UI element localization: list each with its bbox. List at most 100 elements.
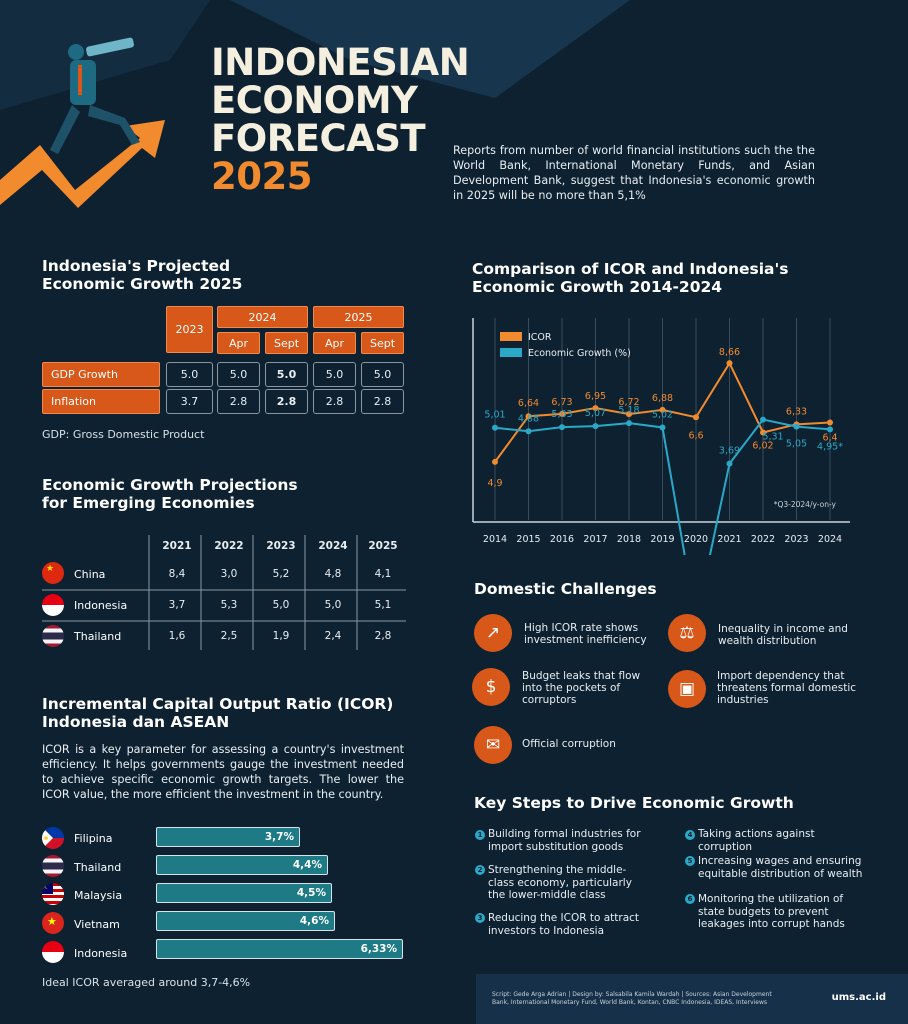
icor-point <box>693 414 699 421</box>
row-label-inflation: Inflation <box>42 389 160 414</box>
gdp-apr-2025: 5.0 <box>313 362 356 387</box>
icor-data-label: 6,88 <box>652 393 673 404</box>
growth-point <box>827 426 833 433</box>
growth-point <box>492 424 498 431</box>
table-cell: 1,6 <box>168 630 186 642</box>
x-tick-label: 2016 <box>550 534 574 545</box>
x-tick-label: 2024 <box>818 534 842 545</box>
icor-data-label: 6,6 <box>688 430 703 441</box>
table-cell: 2,8 <box>374 630 392 642</box>
challenges-title: Domestic Challenges <box>474 580 657 598</box>
growth-data-label: 5,01 <box>484 410 505 421</box>
x-tick-label: 2017 <box>583 534 607 545</box>
icor-asean-title: Incremental Capital Output Ratio (ICOR) … <box>42 695 393 731</box>
icor-title-line-1: Incremental Capital Output Ratio (ICOR) <box>42 695 394 713</box>
step-text: Taking actions against corruption <box>698 828 815 853</box>
legend-swatch <box>500 348 522 357</box>
growth-data-label: 5,31 <box>762 432 783 443</box>
table-cell: 3,0 <box>220 568 238 580</box>
philippines-flag <box>42 827 64 849</box>
x-tick-label: 2022 <box>751 534 775 545</box>
legend-label: Economic Growth (%) <box>528 348 631 359</box>
challenge-text: Inequality in income and wealth distribu… <box>718 623 848 647</box>
icor-title-line-2: Indonesia dan ASEAN <box>42 713 230 731</box>
gdp-note: GDP: Gross Domestic Product <box>42 428 205 441</box>
year-header-2023: 2023 <box>266 540 296 552</box>
step-number: 6 <box>685 894 695 904</box>
growth-point <box>793 423 800 430</box>
main-title: INDONESIAN ECONOMY FORECAST 2025 <box>211 44 470 196</box>
gdp-2023: 5.0 <box>166 362 213 387</box>
thailand-flag <box>42 855 64 877</box>
emerging-title-line-1: Economic Growth Projections <box>42 476 298 494</box>
scale-icon: ⚖ <box>668 614 706 652</box>
icor-data-label: 6,4 <box>822 433 837 444</box>
icor-point <box>525 413 532 420</box>
bar-category: Indonesia <box>74 947 128 960</box>
icor-bar <box>156 855 328 875</box>
header-2025: 2025 <box>313 306 404 328</box>
country-china: China <box>74 568 106 581</box>
challenge-text: High ICOR rate shows investment ineffici… <box>524 622 647 646</box>
projected-title-line-1: Indonesia's Projected <box>42 257 231 275</box>
icor-bar-label: 3,7% <box>264 831 294 843</box>
gdp-sept-2025: 5.0 <box>361 362 404 387</box>
chart-title-line-1: Comparison of ICOR and Indonesia's <box>472 260 789 278</box>
thailand-flag <box>42 625 64 647</box>
sub-header-sept-2024: Sept <box>265 332 308 354</box>
table-cell: 3,7 <box>168 599 186 611</box>
icor-data-label: 6,72 <box>618 397 639 408</box>
title-line-2: ECONOMY <box>211 79 418 122</box>
table-cell: 1,9 <box>272 630 290 642</box>
icor-data-label: 6,33 <box>786 406 807 417</box>
table-cell: 5,0 <box>324 599 342 611</box>
emerging-title: Economic Growth Projections for Emerging… <box>42 476 298 512</box>
gdp-sept-2024: 5.0 <box>265 362 308 387</box>
growth-point <box>659 424 666 431</box>
box-icon: ▣ <box>668 670 706 708</box>
growth-point <box>559 424 565 431</box>
growth-data-label: 4,88 <box>518 413 539 424</box>
header-background <box>0 0 630 110</box>
icor-bar-label: 4,6% <box>299 915 329 927</box>
table-cell: 5,2 <box>272 568 290 580</box>
footer-site-link[interactable]: ums.ac.id <box>831 992 886 1003</box>
icor-point <box>659 406 666 413</box>
row-label-gdp: GDP Growth <box>42 362 160 387</box>
header-2024: 2024 <box>217 306 308 328</box>
step-number: 4 <box>685 830 695 840</box>
icor-point <box>492 458 498 465</box>
icor-data-label: 6,73 <box>551 397 572 408</box>
icor-point <box>592 405 599 412</box>
table-cell: 5,3 <box>220 599 238 611</box>
icor-description: ICOR is a key parameter for assessing a … <box>42 743 404 801</box>
footer-credit: Script: Gede Arga Adrian | Design by: Sa… <box>492 991 772 1006</box>
x-tick-label: 2019 <box>650 534 674 545</box>
icor-point <box>559 410 565 417</box>
growth-point <box>592 423 599 430</box>
step-number: 3 <box>475 913 485 923</box>
country-thailand: Thailand <box>74 630 122 643</box>
inflation-sept-2025: 2.8 <box>361 389 404 414</box>
icor-bar <box>156 939 403 959</box>
chart-icon: ↗ <box>474 614 512 652</box>
footer: Script: Gede Arga Adrian | Design by: Sa… <box>476 974 908 1024</box>
x-tick-label: 2018 <box>617 534 641 545</box>
table-cell: 8,4 <box>168 568 186 580</box>
step-text: Strengthening the middle-class economy, … <box>488 864 632 901</box>
inflation-apr-2025: 2.8 <box>313 389 356 414</box>
sub-header-apr-2024: Apr <box>217 332 260 354</box>
table-cell: 5,0 <box>272 599 290 611</box>
sub-header-apr-2025: Apr <box>313 332 356 354</box>
icor-data-label: 6,64 <box>518 398 539 409</box>
year-header-2021: 2021 <box>162 540 192 552</box>
year-header-2025: 2025 <box>368 540 398 552</box>
icor-data-label: 4,9 <box>487 478 502 489</box>
table-cell: 2,4 <box>324 630 342 642</box>
icor-bar <box>156 911 335 931</box>
icor-point <box>760 429 766 436</box>
icor-data-label: 8,66 <box>719 347 740 358</box>
icor-point <box>626 411 632 418</box>
step-text: Building formal industries for import su… <box>488 828 641 853</box>
